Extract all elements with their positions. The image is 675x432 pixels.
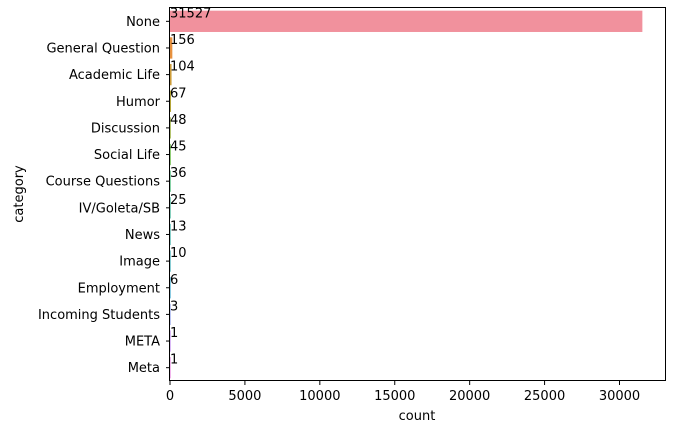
y-tick-label-6: Course Questions [46,175,161,190]
y-tick-label-4: Discussion [91,121,160,136]
y-tick-label-5: Social Life [94,148,160,163]
bar-10 [170,277,171,299]
bar-11 [170,303,171,326]
bar-2 [170,63,172,86]
bar-5 [170,143,171,166]
bar-6 [170,170,171,192]
data-label-12: 1 [170,326,178,341]
y-tick-label-10: Employment [78,281,160,296]
data-label-13: 1 [170,353,178,368]
bar-1 [170,37,173,59]
data-label-2: 104 [170,60,195,75]
data-label-6: 36 [170,166,187,181]
y-tick-label-11: Incoming Students [38,308,160,323]
plot-frame [169,7,666,381]
bar-12 [170,330,171,352]
bar-0 [170,10,643,32]
x-tick-label-0: 0 [166,389,174,404]
data-label-8: 13 [170,219,187,234]
x-tick-label-3: 15000 [374,389,415,404]
data-label-1: 156 [170,33,195,48]
data-label-10: 6 [170,273,178,288]
bar-7 [170,197,171,219]
y-tick-label-12: META [125,335,160,350]
x-tick-label-1: 5000 [228,389,261,404]
x-tick-label-5: 25000 [524,389,565,404]
y-tick-label-9: Image [119,255,160,270]
x-tick-label-6: 30000 [599,389,640,404]
y-tick-label-7: IV/Goleta/SB [79,201,160,216]
data-label-9: 10 [170,246,187,261]
bar-9 [170,250,171,272]
y-tick-label-13: Meta [128,361,160,376]
data-label-3: 67 [170,86,187,101]
bar-8 [170,223,171,246]
y-tick-label-3: Humor [116,95,161,110]
y-tick-label-0: None [126,15,160,30]
bar-4 [170,117,171,139]
bars [170,10,643,379]
y-tick-label-1: General Question [46,41,160,56]
bar-3 [170,90,172,112]
data-labels: 31527 156 104 67 48 45 36 25 13 10 6 3 1 1 [170,6,211,367]
x-axis-label: count [399,409,436,424]
x-tick-label-4: 20000 [449,389,490,404]
x-tick-label-2: 10000 [299,389,340,404]
y-axis-ticks: None General Question Academic Life Humor Di… [38,15,170,376]
data-label-4: 48 [170,113,187,128]
y-tick-label-8: News [125,228,160,243]
bar-13 [170,357,171,379]
data-label-7: 25 [170,193,187,208]
data-label-11: 3 [170,299,178,314]
data-label-0: 31527 [170,6,211,21]
y-axis-label: category [12,165,27,223]
y-tick-label-2: Academic Life [69,68,160,83]
x-axis-ticks: 0 5000 10000 15000 20000 25000 30000 [166,381,640,404]
data-label-5: 45 [170,140,187,155]
